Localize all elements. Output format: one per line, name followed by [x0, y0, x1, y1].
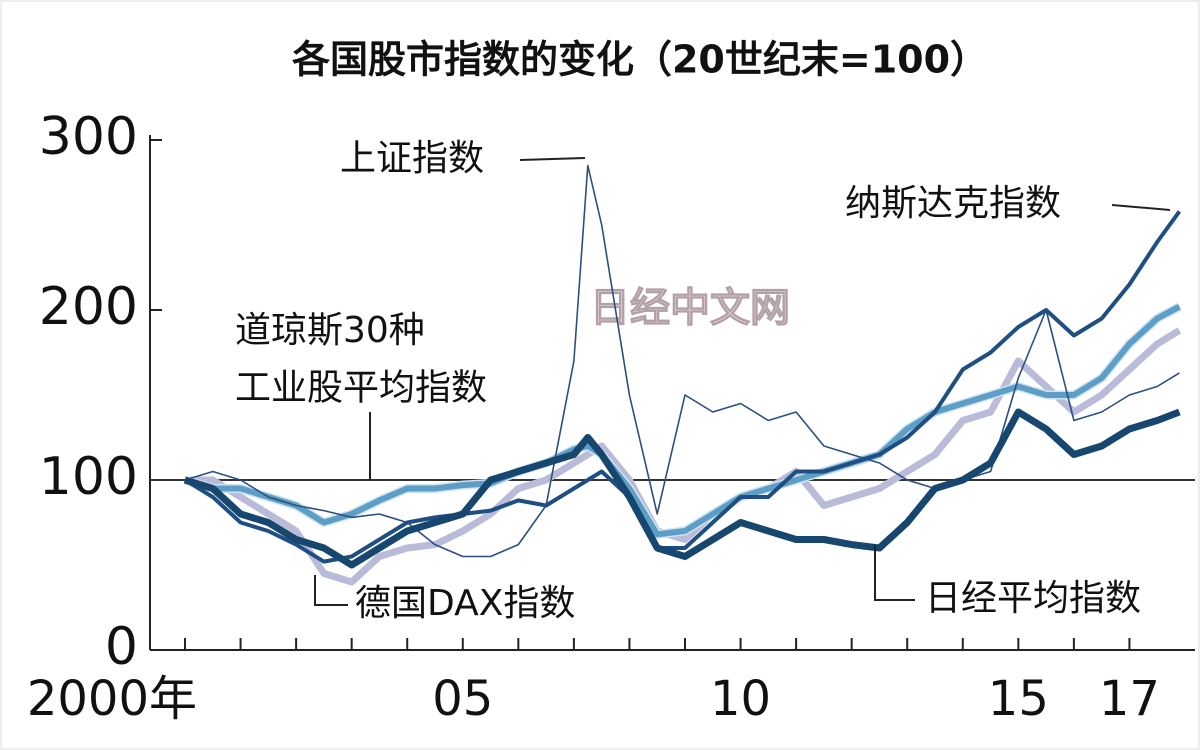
leader-line	[314, 575, 348, 606]
series-label: 道琼斯30种工业股平均指数	[235, 310, 487, 409]
leader-line	[519, 157, 586, 161]
series-line	[183, 210, 1182, 564]
series-line	[184, 164, 1180, 558]
x-tick-label: 05	[432, 671, 493, 727]
leader-line	[1111, 204, 1171, 211]
series-label: 上证指数	[340, 138, 484, 179]
series-label: 德国DAX指数	[355, 583, 575, 624]
series-line	[184, 303, 1181, 538]
y-tick-label: 100	[39, 447, 138, 507]
leader-line	[874, 545, 915, 601]
x-tick-label: 17	[1099, 671, 1160, 727]
series-line	[183, 408, 1181, 569]
x-tick-label: 15	[988, 671, 1049, 727]
series-label: 纳斯达克指数	[845, 183, 1061, 224]
y-tick-label: 300	[39, 107, 138, 167]
x-tick-label: 10	[710, 671, 771, 727]
series-label: 日经平均指数	[925, 578, 1141, 619]
watermark: 日经中文网	[590, 285, 790, 331]
y-tick-label: 0	[105, 617, 138, 677]
x-tick-label: 2000年	[27, 671, 197, 727]
chart-title: 各国股市指数的变化（20世纪末=100）	[292, 38, 988, 82]
y-tick-label: 200	[39, 277, 138, 337]
